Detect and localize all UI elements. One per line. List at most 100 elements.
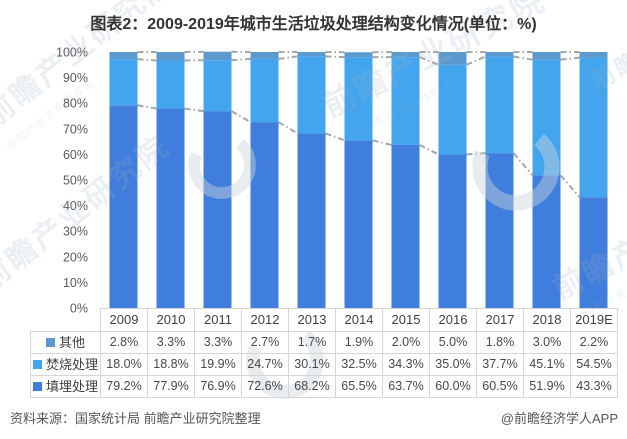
value-cell: 65.5% <box>335 375 383 398</box>
y-axis-tick-label: 80% <box>63 97 88 111</box>
series-line <box>325 55 345 59</box>
legend-cell: 填埋处理 <box>30 375 101 398</box>
value-cell: 2.0% <box>382 331 430 354</box>
table-row: 焚烧处理 18.0% 18.8% 19.9% 24.7% 30.1% 32.5% 34.3% 3… <box>30 353 618 376</box>
bar-segment <box>579 52 608 58</box>
value-cell: 3.0% <box>523 331 571 354</box>
y-axis-tick-label: 0% <box>70 302 88 316</box>
value-cell: 1.9% <box>335 331 383 354</box>
y-axis-tick-label: 10% <box>63 276 88 290</box>
value-cell: 18.0% <box>100 353 148 376</box>
bar-segment <box>297 52 326 57</box>
bar-segment <box>391 144 420 308</box>
series-line <box>419 144 439 156</box>
series-line <box>419 56 439 66</box>
series-line <box>230 110 252 124</box>
value-cell: 72.6% <box>241 375 289 398</box>
legend-swatch-icon <box>45 338 55 347</box>
bar-segment <box>203 111 232 308</box>
bar-segment <box>156 60 185 109</box>
bar-segment <box>109 105 138 308</box>
bar-segment <box>156 52 185 61</box>
series-line <box>325 132 345 142</box>
value-cell: 24.7% <box>241 353 289 376</box>
value-cell: 68.2% <box>288 375 336 398</box>
value-cell: 45.1% <box>523 353 571 376</box>
value-cell: 76.9% <box>194 375 242 398</box>
series-line <box>231 57 251 62</box>
value-cell: 2.8% <box>100 331 148 354</box>
y-axis-tick-label: 30% <box>63 225 88 239</box>
value-cell: 18.8% <box>147 353 195 376</box>
value-cell: 51.9% <box>523 375 571 398</box>
legend-cell: 其他 <box>30 331 101 354</box>
bar-segment <box>344 57 373 141</box>
value-cell: 2.7% <box>241 331 289 354</box>
bar-segment <box>579 57 608 198</box>
value-cell: 54.5% <box>570 353 618 376</box>
bar-segment <box>485 153 514 308</box>
bar-segment <box>344 52 373 58</box>
bar-segment <box>156 108 185 309</box>
bar-segment <box>250 58 279 123</box>
series-line <box>137 58 157 62</box>
legend-swatch-icon <box>32 382 42 391</box>
value-cell: 2.2% <box>570 331 618 354</box>
year-header-cell: 2019E <box>570 308 618 332</box>
value-cell: 35.0% <box>429 353 477 376</box>
bar-segment <box>485 56 514 154</box>
bar-segment <box>391 57 420 145</box>
bar-segment <box>532 59 561 176</box>
series-line <box>277 121 299 135</box>
bar-segment <box>485 52 514 57</box>
year-header-cell: 2009 <box>100 308 148 332</box>
series-line <box>466 55 486 66</box>
table-row: 填埋处理 79.2% 77.9% 76.9% 72.6% 68.2% 65.5% 63.7% 6… <box>30 375 618 398</box>
y-axis-tick-label: 70% <box>63 122 88 136</box>
legend-cell: 焚烧处理 <box>30 353 101 376</box>
year-header-cell: 2011 <box>194 308 242 332</box>
value-cell: 60.5% <box>476 375 524 398</box>
bar-segment <box>438 64 467 155</box>
page-title: 图表2：2009-2019年城市生活垃圾处理结构变化情况(单位：%) <box>90 16 537 33</box>
year-header-cell: 2017 <box>476 308 524 332</box>
year-header-cell: 2012 <box>241 308 289 332</box>
value-cell: 3.3% <box>194 331 242 354</box>
bar-segment <box>438 52 467 65</box>
value-cell: 34.3% <box>382 353 430 376</box>
table-corner-cell <box>31 309 101 332</box>
series-line <box>278 55 298 60</box>
value-cell: 30.1% <box>288 353 336 376</box>
y-axis-tick-label: 50% <box>63 174 88 188</box>
value-cell: 1.8% <box>476 331 524 354</box>
legend-label: 焚烧处理 <box>45 357 98 372</box>
credit-text: @前瞻经济学人APP <box>500 411 618 426</box>
bar-segment <box>391 52 420 58</box>
year-header-cell: 2014 <box>335 308 383 332</box>
series-line <box>137 104 157 110</box>
year-header-cell: 2013 <box>288 308 336 332</box>
bar-segment <box>203 51 232 61</box>
value-cell: 19.9% <box>194 353 242 376</box>
table-row: 其他 2.8% 3.3% 3.3% 2.7% 1.7% 1.9% 2.0% 5.0% 1.8% 3.… <box>30 331 618 354</box>
value-cell: 5.0% <box>429 331 477 354</box>
series-line <box>560 56 580 61</box>
value-cell: 43.3% <box>570 375 618 398</box>
series-line <box>513 55 533 61</box>
series-line <box>512 152 534 176</box>
series-line <box>559 174 581 198</box>
series-line <box>466 152 486 156</box>
year-header-cell: 2015 <box>382 308 430 332</box>
bar-segment <box>109 52 138 60</box>
qianzhan-logo-watermark <box>472 123 560 211</box>
legend-label: 填埋处理 <box>45 379 98 394</box>
bar-segment <box>250 122 279 308</box>
legend-label: 其他 <box>58 335 85 350</box>
y-axis-tick-label: 40% <box>63 199 88 213</box>
series-line <box>184 107 204 113</box>
series-line <box>372 139 392 146</box>
legend-swatch-icon <box>32 360 42 369</box>
y-axis-tick-label: 60% <box>63 148 88 162</box>
